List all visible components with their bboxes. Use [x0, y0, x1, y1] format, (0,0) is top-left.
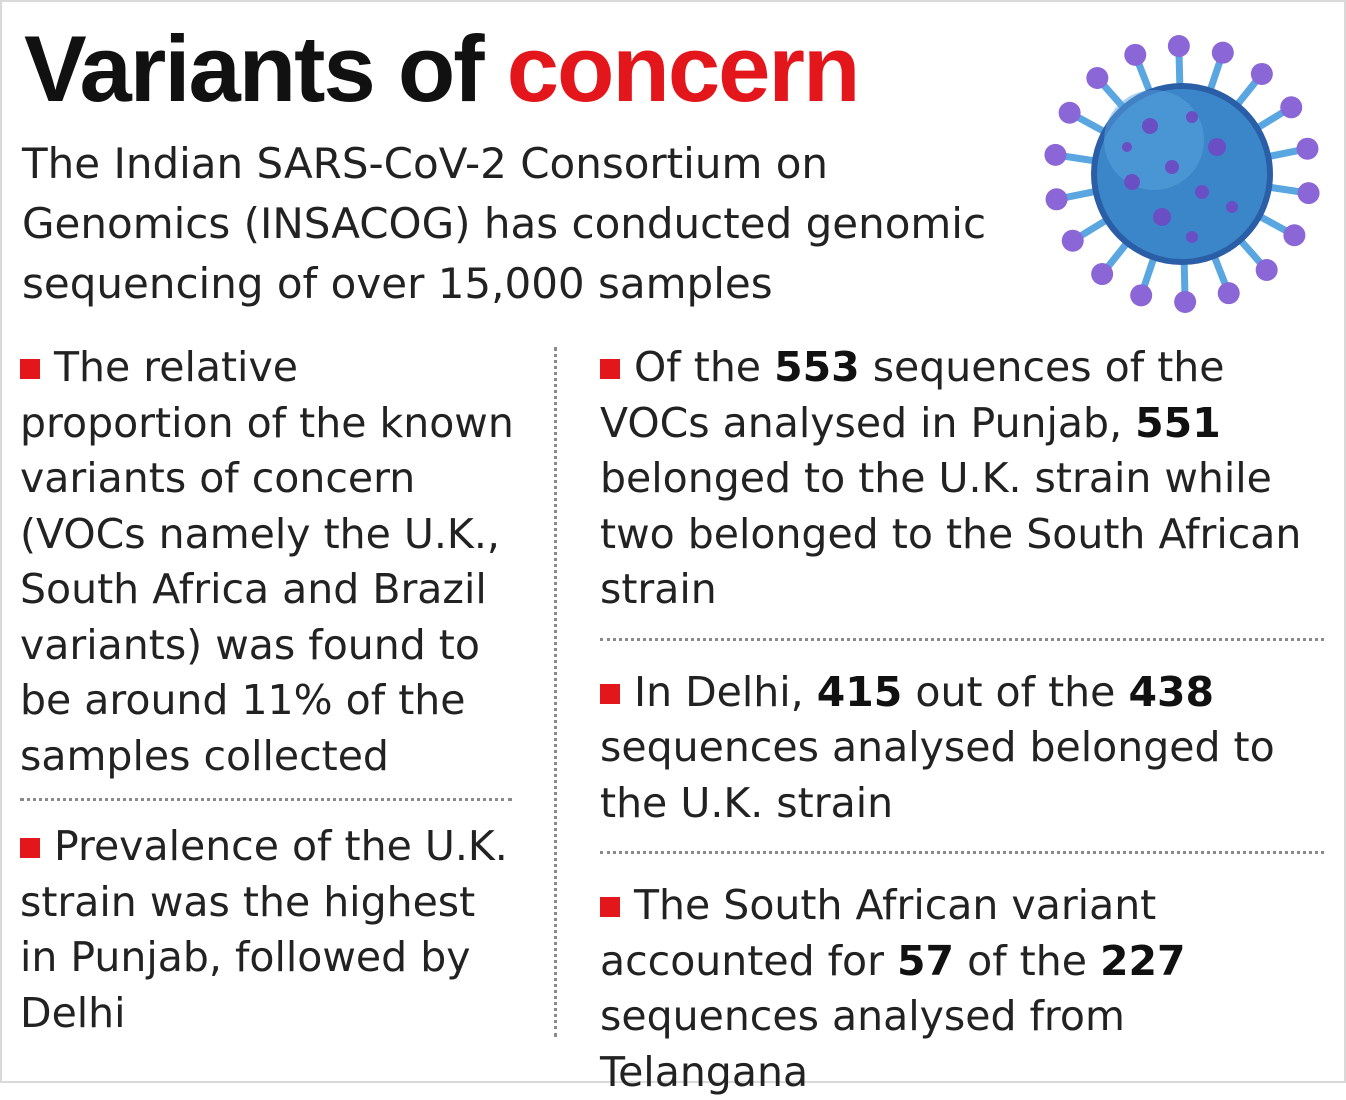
stat-number: 551 — [1135, 398, 1221, 447]
virus-spike-tip — [1124, 43, 1147, 66]
coronavirus-icon — [1044, 35, 1320, 313]
virus-spike-tip — [1086, 66, 1109, 89]
page-title: Variants of concern — [24, 14, 861, 124]
fact-punjab: Of the 553 sequences of the VOCs analyse… — [600, 340, 1330, 618]
fact-uk-prevalence: Prevalence of the U.K. strain was the hi… — [20, 819, 520, 1041]
virus-spike-tip — [1130, 284, 1153, 307]
stat-number: 57 — [897, 936, 955, 985]
fact-text: Of the — [634, 343, 775, 391]
fact-delhi: In Delhi, 415 out of the 438 sequences a… — [600, 665, 1330, 832]
section-divider — [600, 851, 1324, 854]
title-accent: concern — [506, 16, 861, 121]
virus-spike-tip — [1174, 290, 1197, 313]
virus-spike-tip — [1211, 41, 1234, 64]
bullet-square-icon — [600, 683, 620, 704]
fact-text: The South African variant accounted for — [600, 881, 1157, 985]
virus-spike-tip — [1297, 182, 1320, 205]
intro-text: The Indian SARS-CoV-2 Consortium on Geno… — [22, 139, 987, 308]
fact-text: belonged to the U.K. strain while two be… — [600, 454, 1302, 613]
column-divider — [554, 347, 557, 1037]
fact-text: The relative proportion of the known var… — [20, 343, 514, 780]
virus-spike-tip — [1045, 188, 1068, 211]
virus-spike-tip — [1283, 224, 1306, 247]
fact-text: out of the — [902, 667, 1129, 716]
fact-text: sequences analysed belonged to the U.K. … — [600, 723, 1275, 827]
fact-text: In Delhi, — [634, 667, 817, 716]
virus-spike-tip — [1044, 143, 1067, 166]
fact-voc-proportion: The relative proportion of the known var… — [20, 340, 520, 784]
virus-spike-tip — [1167, 35, 1190, 58]
virus-spike-tip — [1061, 229, 1084, 252]
bullet-square-icon — [20, 838, 40, 858]
fact-text: of the — [954, 936, 1100, 985]
fact-text: sequences of the VOCs analysed in Punjab… — [600, 343, 1225, 447]
section-divider — [600, 637, 1324, 641]
stat-number: 553 — [774, 343, 860, 391]
stat-number: 415 — [816, 667, 903, 716]
fact-text: Prevalence of the U.K. strain was the hi… — [20, 822, 508, 1037]
virus-spike-tip — [1058, 101, 1081, 124]
right-column: Of the 553 sequences of the VOCs analyse… — [600, 340, 1330, 1100]
virus-spike-tip — [1217, 282, 1240, 305]
fact-telangana: The South African variant accounted for … — [600, 878, 1330, 1100]
virus-spike-tip — [1250, 62, 1273, 85]
bullet-square-icon — [600, 359, 620, 379]
section-divider — [20, 798, 512, 801]
bullet-square-icon — [600, 897, 620, 917]
bullet-square-icon — [20, 359, 40, 379]
title-main: Variants of — [24, 16, 507, 121]
stat-number: 438 — [1128, 667, 1215, 716]
left-column: The relative proportion of the known var… — [20, 340, 520, 1041]
stat-number: 227 — [1100, 936, 1186, 985]
virus-spike-tip — [1255, 259, 1278, 282]
virus-spike-tip — [1091, 263, 1114, 286]
fact-text: sequences analysed from Telangana — [600, 992, 1125, 1096]
virus-spike-tip — [1296, 137, 1319, 160]
virus-spike-tip — [1280, 96, 1303, 119]
